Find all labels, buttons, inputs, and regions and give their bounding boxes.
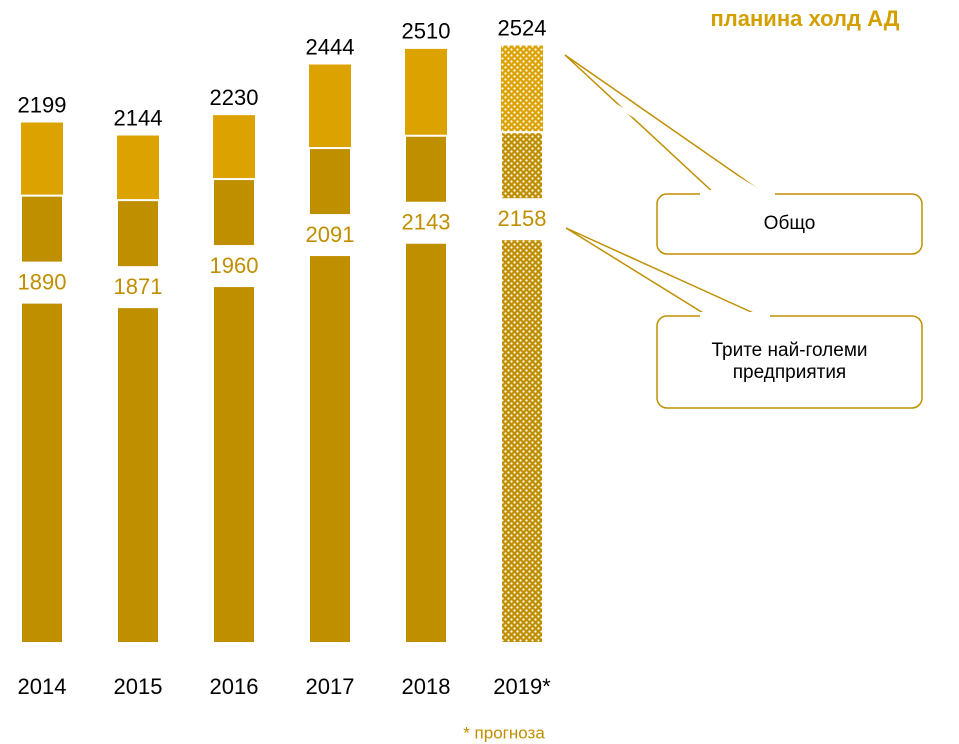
data-label: 2158 (498, 206, 547, 231)
x-tick-label: 2017 (306, 674, 355, 699)
data-label: 1871 (114, 274, 163, 299)
data-label: 1960 (210, 253, 259, 278)
callout-box (656, 193, 923, 255)
legend-entry: Общо (763, 213, 816, 234)
x-tick-label: 2014 (18, 674, 67, 699)
data-label: 2144 (114, 105, 163, 130)
data-label: 1890 (18, 269, 67, 294)
data-label: 2230 (210, 85, 259, 110)
data-label: 2510 (402, 19, 451, 44)
footnote: * прогноза (463, 723, 545, 742)
x-tick-label: 2018 (402, 674, 451, 699)
callout-shapes (564, 54, 923, 409)
data-label: 2524 (498, 15, 547, 40)
data-label: 2444 (306, 34, 355, 59)
callout-join (700, 190, 775, 196)
label-bg (115, 266, 161, 309)
label-bg (211, 245, 257, 288)
x-tick-label: 2019* (493, 674, 551, 699)
callout-box (656, 315, 923, 409)
callout-pointer (564, 54, 768, 195)
callout-join (700, 312, 770, 318)
label-bg (499, 198, 545, 241)
data-label: 2091 (306, 222, 355, 247)
label-bg (403, 201, 449, 244)
label-bg (307, 214, 353, 257)
x-tick-label: 2016 (210, 674, 259, 699)
chart-title: планина холд АД (711, 6, 900, 31)
callout-join (564, 73, 766, 196)
legend-entry: Трите най-големи предприятия (711, 340, 868, 383)
data-label: 2199 (18, 92, 67, 117)
label-bg (19, 261, 65, 304)
data-label: 2143 (402, 210, 451, 235)
x-tick-label: 2015 (114, 674, 163, 699)
